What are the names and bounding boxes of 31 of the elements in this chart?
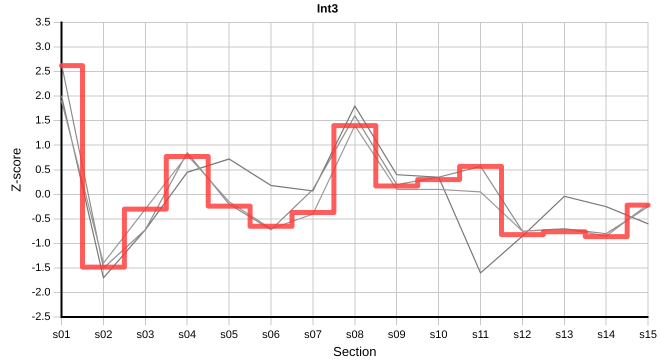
x-tick-label: s07	[304, 328, 322, 341]
x-tick-label: s14	[597, 328, 616, 341]
x-axis-title: Section	[333, 344, 377, 359]
y-tick-label: 3.5	[35, 16, 51, 28]
y-axis-title: Z-score	[8, 148, 24, 192]
y-tick-label: -1.5	[32, 262, 51, 274]
x-tick-label: s15	[639, 328, 658, 341]
x-tick-label: s11	[472, 328, 489, 341]
x-tick-label: s09	[388, 328, 406, 341]
x-tick-label: s05	[220, 328, 238, 341]
x-tick-label: s02	[94, 328, 112, 341]
y-tick-label: 1.0	[35, 139, 51, 152]
x-tick-label: s08	[346, 328, 364, 341]
y-tick-label: 3.0	[35, 41, 51, 53]
x-tick-label: s03	[136, 328, 154, 341]
x-tick-label: s12	[514, 328, 532, 341]
y-tick-label: -0.5	[32, 212, 51, 225]
x-tick-label: s13	[555, 328, 574, 341]
y-tick-label: -1.0	[32, 238, 51, 250]
x-tick-label: s06	[262, 328, 280, 341]
y-tick-label: 0.0	[35, 188, 51, 200]
x-tick-label: s10	[430, 328, 448, 341]
y-tick-label: 0.5	[35, 164, 51, 176]
y-tick-label: 2.5	[35, 66, 51, 78]
x-tick-label: s04	[178, 328, 196, 341]
y-tick-label: 2.0	[35, 90, 51, 102]
y-tick-label: -2.5	[32, 311, 51, 324]
chart-title: Int3	[316, 2, 338, 16]
y-tick-label: -2.0	[32, 286, 51, 299]
y-tick-label: 1.5	[35, 114, 51, 127]
x-tick-label: s01	[52, 328, 70, 341]
